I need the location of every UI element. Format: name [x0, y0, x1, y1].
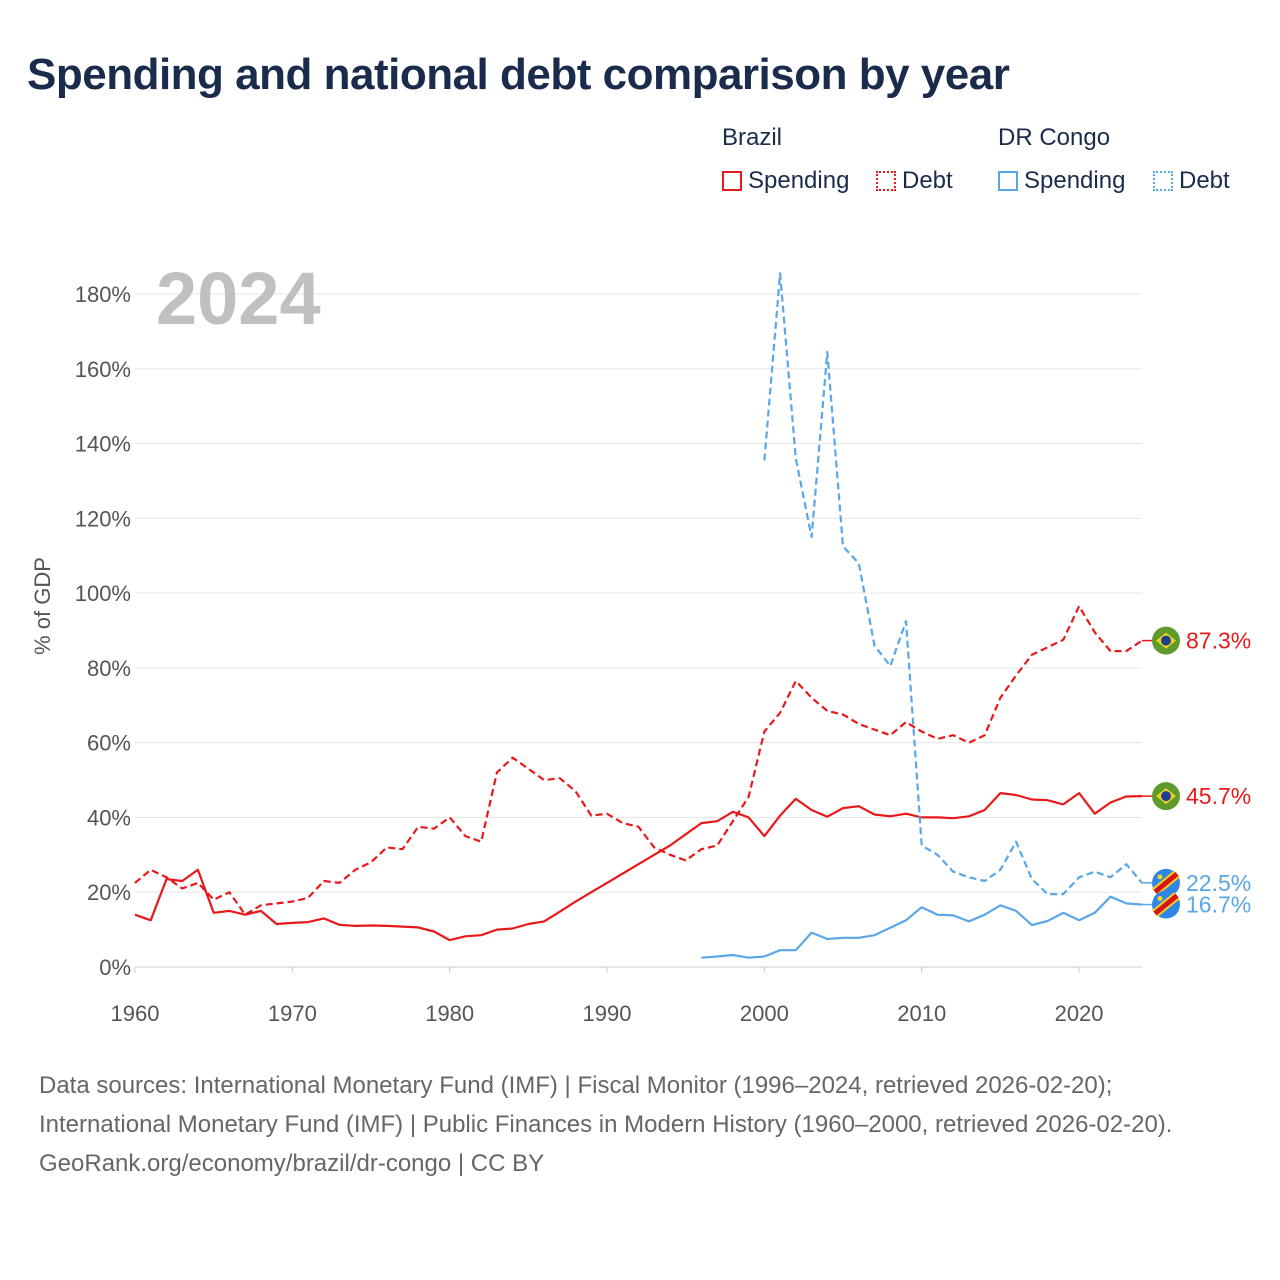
y-tick-label: 160% [75, 357, 131, 382]
x-tick-label: 1990 [583, 1001, 632, 1026]
y-axis: 0% 20% 40% 60% 80% 100% 120% 140% 160% 180% [75, 282, 131, 980]
y-tick-label: 20% [87, 880, 131, 905]
legend-group-dr-congo: DR Congo [998, 124, 1111, 151]
dashed-line-swatch-icon [876, 171, 896, 191]
y-tick-label: 120% [75, 506, 131, 531]
series-end-markers: 87.3% 45.7% 22.5%16.7% [1142, 626, 1251, 919]
legend-group-brazil: Brazil [722, 124, 783, 151]
y-tick-label: 60% [87, 731, 131, 756]
series-lines [134, 272, 1143, 959]
series-line-brazil-spending[interactable] [134, 792, 1143, 942]
end-value-label: 87.3% [1186, 628, 1251, 654]
y-tick-label: 100% [75, 581, 131, 606]
attribution: GeoRank.org/economy/brazil/dr-congo | CC… [39, 1150, 545, 1177]
x-tick-label: 2020 [1055, 1001, 1104, 1026]
end-value-label: 22.5% [1186, 870, 1251, 896]
legend-label: Spending [748, 167, 850, 194]
x-tick-label: 2010 [897, 1001, 946, 1026]
series-line-dr-congo-spending[interactable] [701, 895, 1143, 959]
legend-item-brazil-spending[interactable]: Spending [722, 166, 849, 196]
legend-item-brazil-debt[interactable]: Debt [876, 166, 953, 196]
legend-label: Debt [902, 167, 953, 194]
x-tick-label: 1980 [425, 1001, 474, 1026]
end-value-label: 45.7% [1186, 783, 1251, 809]
series-line-brazil-debt[interactable] [134, 605, 1143, 916]
x-tick-label: 2000 [740, 1001, 789, 1026]
end-value-label: 16.7% [1186, 892, 1251, 918]
data-sources: Data sources: International Monetary Fun… [39, 1072, 1173, 1138]
solid-line-swatch-icon [998, 171, 1018, 191]
chart-title: Spending and national debt comparison by… [27, 50, 1010, 99]
x-axis: 1960 1970 1980 1990 2000 2010 2020 [111, 967, 1104, 1026]
x-tick-label: 1970 [268, 1001, 317, 1026]
end-marker-brazil-debt: 87.3% [1142, 626, 1251, 655]
legend-label: Spending [1024, 167, 1126, 194]
y-tick-label: 0% [99, 955, 131, 980]
y-tick-label: 140% [75, 432, 131, 457]
grid [135, 293, 1142, 968]
solid-line-swatch-icon [722, 171, 742, 191]
legend-label: Debt [1179, 167, 1230, 194]
y-tick-label: 180% [75, 282, 131, 307]
y-tick-label: 40% [87, 805, 131, 830]
y-tick-label: 80% [87, 656, 131, 681]
series-line-dr-congo-debt[interactable] [763, 272, 1143, 896]
footer: Data sources: International Monetary Fun… [39, 1066, 1239, 1183]
legend-item-congo-spending[interactable]: Spending [998, 166, 1125, 196]
legend-item-congo-debt[interactable]: Debt [1153, 166, 1230, 196]
year-label: 2024 [156, 257, 321, 340]
dashed-line-swatch-icon [1153, 171, 1173, 191]
x-tick-label: 1960 [111, 1001, 160, 1026]
end-marker-brazil-spending: 45.7% [1142, 782, 1251, 811]
y-axis-title: % of GDP [30, 557, 55, 655]
end-marker-dr-congo-spending: 16.7% [1142, 890, 1251, 919]
end-marker-dr-congo-debt: 22.5% [1142, 868, 1251, 897]
